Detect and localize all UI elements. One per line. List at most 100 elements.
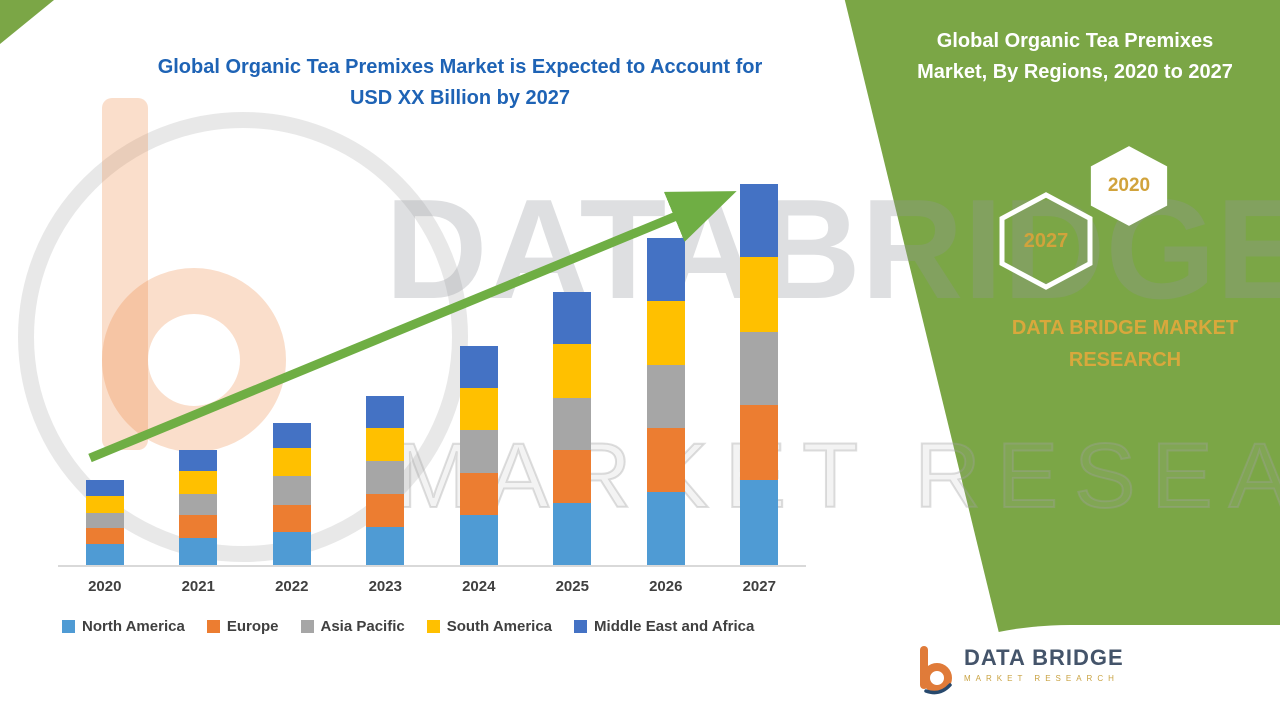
bar-column	[713, 180, 807, 565]
legend-label: Europe	[226, 618, 279, 635]
x-axis-labels: 2020 2021 2022 2023 2024 2025 2026 2027	[58, 578, 806, 595]
stacked-bar	[459, 345, 498, 565]
bar-column	[58, 180, 152, 565]
footer-logo-area: DATA BRIDGE MARKET RESEARCH	[880, 625, 1280, 720]
stacked-bar	[646, 237, 685, 565]
bar-segment	[646, 237, 685, 302]
bar-segment	[85, 528, 124, 544]
footer-logo: DATA BRIDGE MARKET RESEARCH	[914, 645, 1124, 695]
bar-segment	[553, 449, 592, 504]
bar-segment	[553, 503, 592, 565]
bar-segment	[646, 428, 685, 492]
footer-logo-tagline: MARKET RESEARCH	[964, 674, 1119, 683]
bar-segment	[740, 480, 779, 565]
bar-segment	[366, 428, 405, 462]
legend-item: Europe	[206, 618, 279, 635]
legend-swatch	[574, 620, 588, 633]
chart-title-line2: USD XX Billion by 2027	[349, 87, 571, 109]
bar-segment	[459, 430, 498, 473]
x-axis-label: 2023	[368, 578, 402, 595]
x-axis-label: 2021	[181, 578, 215, 595]
bar-segment	[740, 405, 779, 481]
legend-item: Asia Pacific	[300, 618, 405, 635]
bar-segment	[646, 491, 685, 565]
bar-segment	[366, 526, 405, 565]
x-axis-line	[58, 565, 806, 567]
x-axis-label: 2024	[462, 578, 496, 595]
chart-title-line1: Global Organic Tea Premixes Market is Ex…	[157, 56, 763, 78]
bar-segment	[272, 505, 311, 533]
hexagon-badge-2027: 2027	[996, 192, 1096, 290]
corner-triangle	[0, 0, 54, 44]
brand-text: DATA BRIDGE MARKET RESEARCH	[960, 312, 1280, 376]
stacked-bar	[740, 183, 779, 565]
legend-label: Middle East and Africa	[594, 618, 755, 635]
bar-column	[432, 180, 526, 565]
bar-segment	[740, 257, 779, 333]
bar-column	[526, 180, 620, 565]
legend-item: North America	[62, 618, 185, 635]
brand-text-line1: DATA BRIDGE MARKET	[1011, 317, 1239, 339]
badge-year-label: 2020	[1107, 175, 1151, 196]
chart-legend: North America Europe Asia Pacific South Ame…	[62, 618, 754, 635]
bar-segment	[272, 476, 311, 506]
bar-segment	[366, 493, 405, 527]
bar-segment	[272, 447, 311, 477]
legend-item: Middle East and Africa	[574, 618, 754, 635]
stacked-bar	[179, 449, 218, 565]
legend-swatch	[300, 620, 314, 633]
badge-year-label: 2027	[1023, 229, 1069, 252]
brand-text-line2: RESEARCH	[1068, 349, 1182, 371]
hexagon-icon	[999, 192, 1093, 290]
legend-label: Asia Pacific	[320, 618, 405, 635]
bar-segment	[459, 345, 498, 388]
stacked-bar	[553, 291, 592, 565]
legend-swatch	[62, 620, 75, 633]
x-axis-label: 2027	[742, 578, 776, 595]
bar-segment	[553, 343, 592, 398]
footer-logo-text: DATA BRIDGE MARKET RESEARCH	[964, 645, 1124, 683]
bar-segment	[85, 495, 124, 514]
bar-segment	[179, 470, 218, 494]
bar-segment	[179, 449, 218, 471]
legend-label: South America	[446, 618, 553, 635]
x-axis-label: 2020	[88, 578, 122, 595]
bar-segment	[179, 514, 218, 539]
bar-segment	[179, 538, 218, 565]
bar-segment	[646, 364, 685, 429]
stacked-bar	[366, 395, 405, 565]
bar-segment	[553, 397, 592, 450]
x-axis-label: 2022	[275, 578, 309, 595]
chart-title: Global Organic Tea Premixes Market is Ex…	[75, 52, 845, 114]
bar-segment	[85, 543, 124, 565]
bar-segment	[179, 493, 218, 515]
stacked-bar	[85, 480, 124, 565]
panel-title-line1: Global Organic Tea Premixes	[936, 30, 1214, 52]
x-axis-label: 2025	[555, 578, 589, 595]
bar-column	[339, 180, 433, 565]
bar-segment	[459, 387, 498, 431]
bar-segment	[366, 395, 405, 429]
legend-label: North America	[82, 618, 185, 635]
data-bridge-b-icon	[920, 646, 952, 695]
bar-segment	[553, 291, 592, 344]
bar-segment	[459, 514, 498, 565]
bar-segment	[366, 461, 405, 494]
plot-area	[58, 180, 806, 565]
bar-segment	[740, 332, 779, 406]
legend-swatch	[426, 620, 440, 633]
bar-segment	[85, 513, 124, 529]
panel-title: Global Organic Tea Premixes Market, By R…	[870, 26, 1280, 88]
panel-title-line2: Market, By Regions, 2020 to 2027	[917, 61, 1233, 83]
x-axis-label: 2026	[649, 578, 683, 595]
bar-segment	[272, 422, 311, 448]
legend-swatch	[206, 620, 220, 633]
bar-column	[245, 180, 339, 565]
footer-logo-name: DATA BRIDGE	[964, 645, 1124, 670]
hexagon-icon	[1090, 146, 1168, 226]
stacked-bar	[272, 422, 311, 565]
legend-item: South America	[426, 618, 553, 635]
hexagon-badge-2020: 2020	[1088, 146, 1170, 226]
bar-column	[152, 180, 246, 565]
